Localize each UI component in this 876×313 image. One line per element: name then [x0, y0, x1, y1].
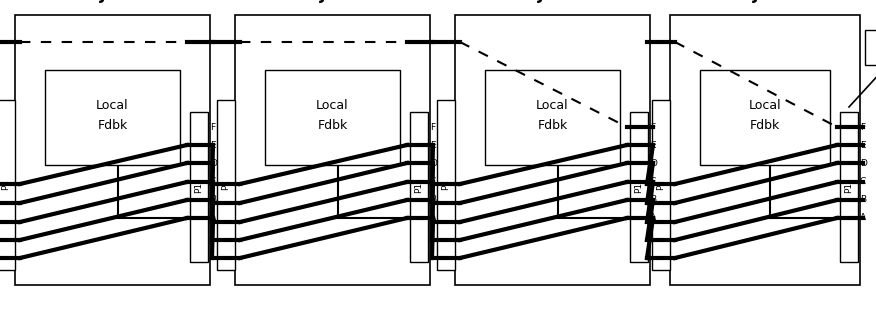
Text: P1: P1: [844, 182, 853, 192]
Text: Local: Local: [96, 99, 129, 112]
Text: D: D: [430, 158, 437, 167]
Text: P1: P1: [634, 182, 644, 192]
Bar: [437, 100, 455, 270]
Text: JPDM: JPDM: [538, 0, 583, 3]
Text: D: D: [210, 158, 217, 167]
Text: C: C: [430, 177, 436, 187]
Text: A: A: [430, 213, 436, 223]
Text: E: E: [860, 141, 865, 150]
Bar: [865, 30, 876, 65]
Text: P1: P1: [414, 182, 423, 192]
Bar: [670, 15, 860, 285]
Text: D: D: [650, 158, 657, 167]
Text: E: E: [430, 141, 435, 150]
Text: Local: Local: [749, 99, 781, 112]
Text: Local: Local: [316, 99, 349, 112]
Bar: [455, 15, 650, 285]
Text: A: A: [650, 213, 656, 223]
Text: F: F: [210, 122, 215, 131]
Text: B: B: [860, 196, 866, 204]
Bar: [485, 70, 620, 165]
Text: JPDB: JPDB: [100, 0, 140, 3]
Text: Local: Local: [536, 99, 569, 112]
Bar: [265, 70, 400, 165]
Text: P1: P1: [194, 182, 203, 192]
Text: Fdbk: Fdbk: [750, 119, 781, 132]
Text: F: F: [650, 122, 655, 131]
Text: Fdbk: Fdbk: [537, 119, 568, 132]
Text: E: E: [650, 141, 655, 150]
Bar: [410, 112, 428, 262]
Bar: [235, 15, 430, 285]
Text: A: A: [860, 213, 866, 223]
Bar: [840, 112, 858, 262]
Text: Fdbk: Fdbk: [97, 119, 128, 132]
Text: JPDF: JPDF: [320, 0, 360, 3]
Text: B: B: [210, 196, 216, 204]
Text: E: E: [210, 141, 215, 150]
Text: D: D: [860, 158, 867, 167]
Bar: [0, 100, 15, 270]
Bar: [700, 70, 830, 165]
Text: P2: P2: [656, 179, 666, 191]
Text: F: F: [430, 122, 435, 131]
Text: P2: P2: [2, 179, 11, 191]
Text: B: B: [650, 196, 656, 204]
Text: P2: P2: [442, 179, 450, 191]
Bar: [630, 112, 648, 262]
Text: C: C: [210, 177, 216, 187]
Text: F: F: [860, 122, 865, 131]
Bar: [45, 70, 180, 165]
Bar: [190, 112, 208, 262]
Bar: [652, 100, 670, 270]
Text: C: C: [650, 177, 656, 187]
Text: B: B: [430, 196, 436, 204]
Text: C: C: [860, 177, 866, 187]
Text: Fdbk: Fdbk: [317, 119, 348, 132]
Text: P2: P2: [222, 179, 230, 191]
Bar: [217, 100, 235, 270]
Text: A: A: [210, 213, 216, 223]
Bar: [15, 15, 210, 285]
Text: JPDM: JPDM: [752, 0, 797, 3]
